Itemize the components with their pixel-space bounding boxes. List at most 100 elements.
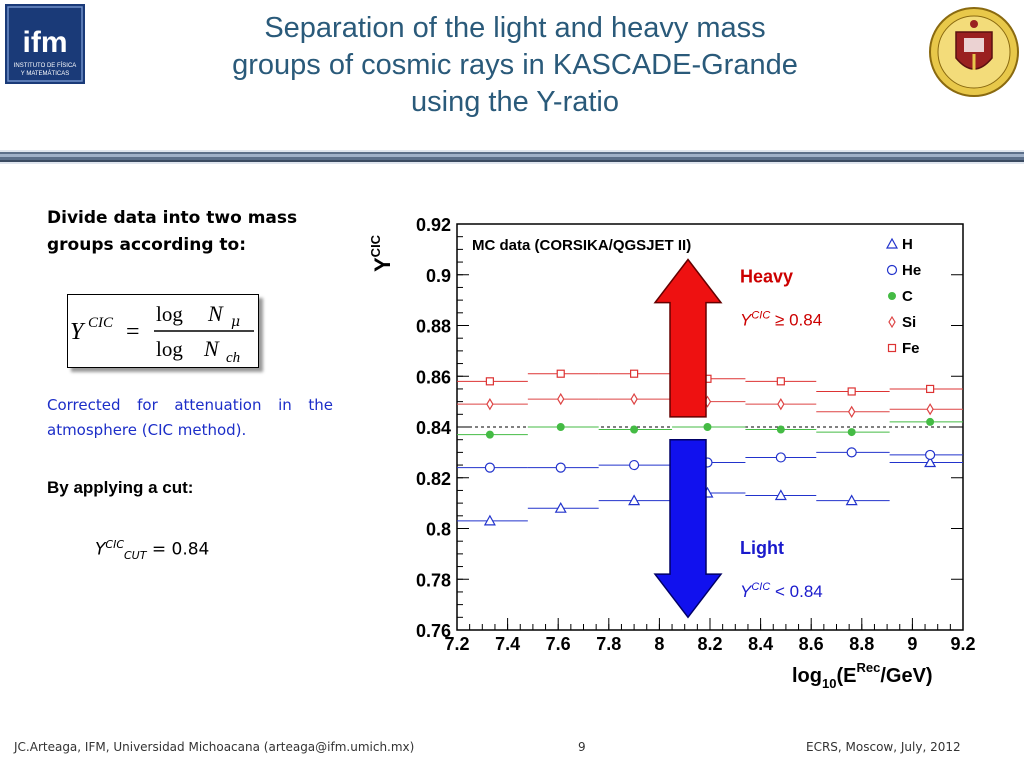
heavy-label: Heavy	[740, 266, 793, 286]
series-he-point	[629, 459, 640, 471]
series-he-point	[775, 452, 786, 463]
x-tick-label: 8	[654, 634, 664, 654]
x-axis-label-base: log	[792, 665, 822, 687]
x-tick-label: 7.6	[546, 634, 571, 654]
y-tick-label: 0.9	[426, 266, 451, 286]
y-cic-chart: 0.76 0.78 0.8 0.82 0.84 0.86 0.88 0.9 0.92 7.2 7.4…	[360, 212, 980, 692]
series-si-point	[486, 397, 494, 411]
series-he-point	[846, 447, 857, 458]
y-tick-label: 0.88	[416, 317, 451, 337]
cic-method-note: Corrected for attenuation in the atmosph…	[47, 396, 333, 439]
series-fe-point	[485, 377, 494, 386]
y-cic-formula: Y CIC = log N μ log N ch	[67, 294, 259, 368]
series-si-point	[630, 392, 638, 406]
series-fe-point	[926, 384, 935, 394]
series-fe-point	[776, 377, 785, 386]
university-crest-logo	[928, 6, 1020, 98]
title-line-3: using the Y-ratio	[411, 86, 619, 118]
formula-numerator-log: log	[156, 302, 183, 326]
legend-label-h: H	[902, 236, 913, 253]
series-c-point	[703, 423, 712, 431]
series-h-point	[924, 456, 937, 468]
series-c-point	[847, 428, 856, 437]
light-condition-part-0: Y	[740, 582, 753, 601]
light-condition: YCIC < 0.84	[740, 581, 823, 601]
heavy-condition-part-0: Y	[740, 311, 753, 330]
heavy-condition: YCIC ≥ 0.84	[740, 310, 822, 330]
y-axis-label-base: Y	[370, 257, 395, 272]
heavy-condition-part-2: ≥ 0.84	[770, 311, 822, 330]
heavy-condition-part-1: CIC	[751, 310, 770, 322]
legend-label-c: C	[902, 288, 913, 305]
series-c-point	[630, 425, 639, 434]
series-c-point	[556, 423, 565, 431]
x-axis-label-sub: 10	[822, 676, 836, 691]
x-axis-label-open: (E	[836, 665, 856, 687]
y-tick-label: 0.84	[416, 418, 451, 438]
footer-author: JC.Arteaga, IFM, Universidad Michoacana …	[14, 740, 415, 754]
series-h-point	[845, 494, 858, 506]
chart-title: MC data (CORSIKA/QGSJET II)	[472, 237, 691, 254]
x-tick-label: 8.4	[748, 634, 773, 654]
legend-label-si: Si	[902, 314, 916, 331]
x-tick-label: 8.8	[849, 634, 874, 654]
formula-denominator-var: N	[203, 336, 220, 361]
formula-denominator-sub: ch	[226, 350, 240, 366]
legend-label-fe: Fe	[902, 340, 920, 357]
legend-marker-si	[888, 315, 896, 329]
formula-lhs-sup: CIC	[88, 315, 114, 331]
x-tick-label: 7.8	[596, 634, 621, 654]
slide-title: Separation of the light and heavy mass g…	[150, 10, 880, 121]
cut-equation: YCICCUT = 0.84	[95, 538, 209, 562]
cut-heading: By applying a cut:	[47, 478, 194, 497]
series-si-point	[847, 405, 856, 418]
series-h-point	[628, 494, 641, 506]
y-tick-label: 0.86	[416, 367, 451, 387]
series-he-point	[925, 449, 936, 461]
series-h-point	[774, 489, 787, 501]
series-fe-point	[556, 369, 565, 378]
header-divider	[0, 150, 1024, 164]
series-fe-point	[847, 387, 856, 396]
heavy-arrow	[653, 258, 723, 418]
formula-numerator-var: N	[207, 301, 224, 326]
series-si-point	[926, 403, 934, 416]
title-line-1: Separation of the light and heavy mass	[264, 12, 766, 44]
legend-marker-fe	[887, 343, 897, 353]
ifm-logo: ifm INSTITUTO DE FÍSICA Y MATEMÁTICAS	[5, 4, 85, 84]
series-si-point	[777, 397, 785, 411]
legend-marker-c	[888, 292, 896, 300]
x-tick-label: 8.6	[799, 634, 824, 654]
light-condition-part-2: < 0.84	[770, 582, 822, 601]
series-c-point	[776, 425, 785, 434]
cut-value: = 0.84	[151, 539, 210, 560]
x-tick-label: 8.2	[697, 634, 722, 654]
footer-page-number: 9	[578, 740, 586, 754]
x-axis-label: log10(ERec/GeV)	[792, 660, 933, 691]
x-axis-label-sup: Rec	[856, 660, 880, 675]
x-tick-label: 9.2	[950, 634, 975, 654]
title-line-2: groups of cosmic rays in KASCADE-Grande	[232, 49, 798, 81]
cut-var: Y	[95, 539, 106, 560]
cut-sup: CIC	[105, 538, 124, 551]
formula-numerator-sub: μ	[231, 314, 240, 330]
series-fe-point	[630, 369, 639, 378]
legend-marker-he	[886, 264, 898, 276]
series-he-point	[555, 462, 566, 473]
x-tick-label: 9	[907, 634, 917, 654]
formula-equals: =	[126, 319, 140, 345]
logo-subtext-2: Y MATEMÁTICAS	[21, 70, 69, 77]
x-tick-label: 7.2	[444, 634, 469, 654]
y-tick-label: 0.82	[416, 469, 451, 489]
light-label: Light	[740, 538, 784, 558]
divide-text: Divide data into two mass groups accordi…	[47, 208, 298, 255]
y-tick-label: 0.76	[416, 621, 451, 641]
footer-conference: ECRS, Moscow, July, 2012	[806, 740, 961, 754]
series-c-point	[485, 430, 494, 439]
formula-denominator-log: log	[156, 337, 183, 361]
series-he-point	[484, 462, 495, 473]
chart-svg: 0.76 0.78 0.8 0.82 0.84 0.86 0.88 0.9 0.92 7.2 7.4…	[368, 215, 976, 691]
y-tick-label: 0.78	[416, 570, 451, 590]
series-h-point	[483, 514, 496, 526]
logo-text: ifm	[23, 26, 68, 59]
